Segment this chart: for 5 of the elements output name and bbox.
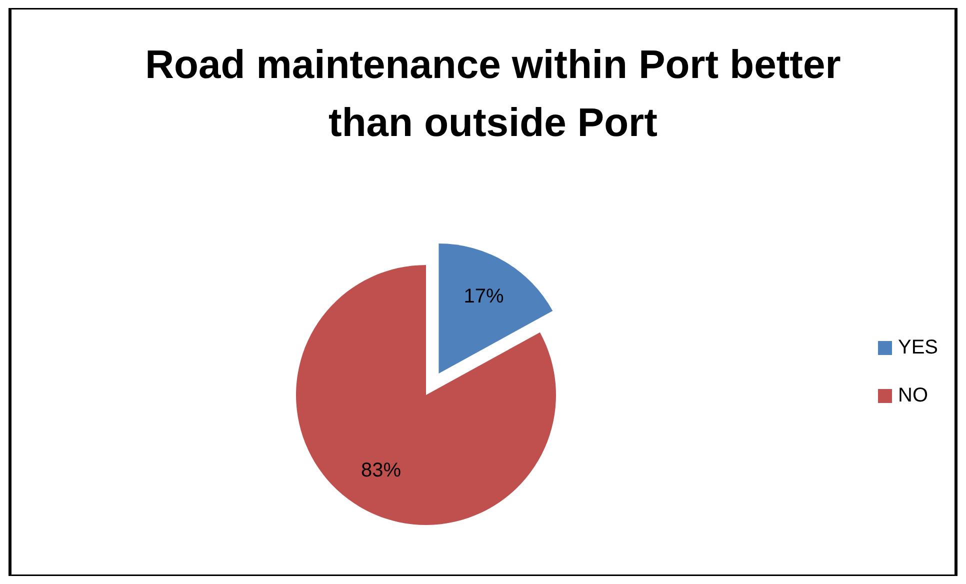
legend-label: NO [898,384,928,406]
data-label: 83% [360,459,402,482]
legend-label: YES [898,336,938,358]
chart-title: Road maintenance within Port better than outside Port [145,43,841,145]
data-label: 17% [464,286,504,308]
